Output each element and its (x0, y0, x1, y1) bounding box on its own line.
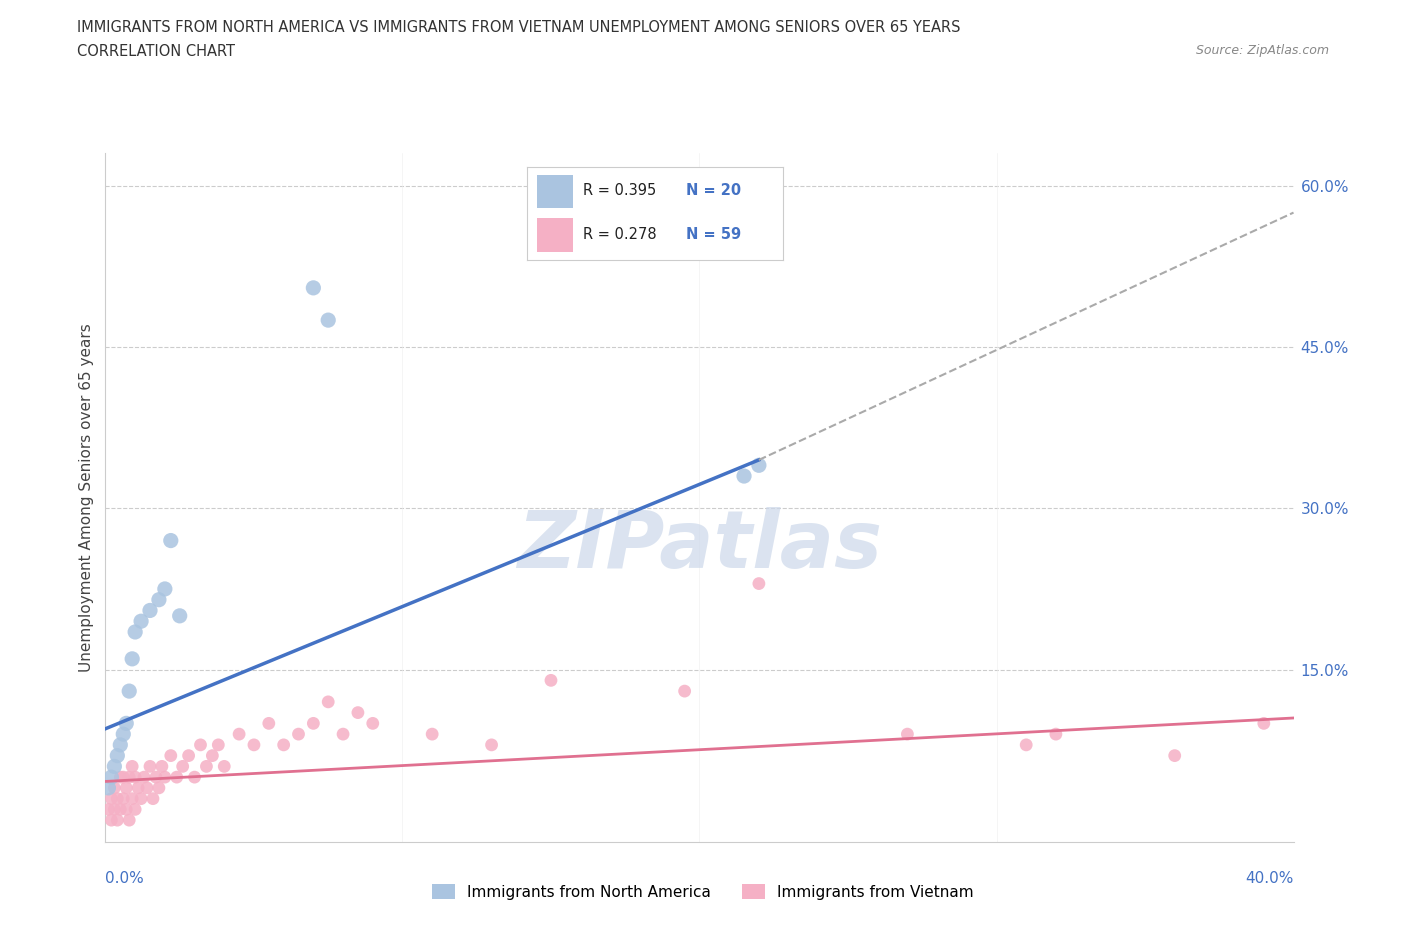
Point (733, 469, 755, 484)
Point (100, 813, 122, 828)
Point (121, 759, 143, 774)
Point (166, 770, 188, 785)
Point (124, 770, 146, 785)
Point (673, 684, 696, 698)
Point (1253, 716, 1275, 731)
Point (115, 716, 138, 731)
Text: ZIPatlas: ZIPatlas (517, 507, 882, 585)
Point (302, 716, 325, 731)
Point (115, 780, 138, 795)
Point (172, 759, 194, 774)
Point (302, 281, 325, 296)
Point (148, 592, 170, 607)
Point (1164, 748, 1187, 763)
Point (136, 780, 159, 795)
Point (201, 748, 224, 763)
Point (115, 802, 138, 817)
Point (110, 737, 132, 752)
Point (118, 684, 141, 698)
Point (105, 813, 128, 828)
Point (105, 791, 128, 806)
Point (103, 802, 125, 817)
Point (153, 770, 176, 785)
Text: N = 59: N = 59 (686, 227, 741, 242)
Point (112, 770, 135, 785)
Text: 0.0%: 0.0% (105, 871, 145, 886)
Point (110, 802, 132, 817)
Point (110, 770, 132, 785)
Point (145, 770, 167, 785)
Text: R = 0.278: R = 0.278 (583, 227, 657, 242)
Point (112, 791, 135, 806)
Point (129, 791, 152, 806)
Point (183, 770, 205, 785)
Point (273, 737, 295, 752)
Bar (537, 175, 574, 208)
Point (896, 726, 918, 741)
Point (142, 791, 165, 806)
Text: R = 0.395: R = 0.395 (583, 183, 657, 198)
Text: N = 20: N = 20 (686, 183, 741, 198)
Text: Source: ZipAtlas.com: Source: ZipAtlas.com (1195, 44, 1329, 57)
Text: CORRELATION CHART: CORRELATION CHART (77, 44, 235, 59)
Point (103, 780, 125, 795)
Point (118, 813, 141, 828)
Text: IMMIGRANTS FROM NORTH AMERICA VS IMMIGRANTS FROM VIETNAM UNEMPLOYMENT AMONG SENI: IMMIGRANTS FROM NORTH AMERICA VS IMMIGRA… (77, 20, 960, 35)
Point (112, 726, 135, 741)
Point (420, 726, 443, 741)
Point (129, 614, 152, 629)
Point (124, 625, 146, 640)
Point (121, 651, 143, 666)
Point (100, 770, 122, 785)
Point (332, 726, 354, 741)
Point (97, 780, 120, 795)
Point (159, 533, 181, 548)
Point (127, 780, 149, 795)
Point (124, 802, 146, 817)
Y-axis label: Unemployment Among Seniors over 65 years: Unemployment Among Seniors over 65 years (79, 324, 94, 672)
Point (153, 581, 176, 596)
Point (1045, 726, 1067, 741)
Point (748, 577, 770, 591)
Point (540, 673, 562, 688)
Bar (537, 219, 574, 252)
Point (287, 726, 309, 741)
Point (150, 759, 173, 774)
Point (139, 759, 162, 774)
Point (148, 780, 170, 795)
Point (347, 705, 370, 720)
Point (139, 603, 162, 618)
Point (316, 695, 339, 710)
Text: 40.0%: 40.0% (1246, 871, 1294, 886)
Point (190, 737, 212, 752)
Point (97, 802, 120, 817)
Point (214, 759, 236, 774)
Point (118, 770, 141, 785)
Point (207, 737, 229, 752)
Point (361, 716, 384, 731)
Point (100, 791, 122, 806)
Point (159, 748, 181, 763)
Point (105, 748, 128, 763)
Point (748, 458, 770, 472)
Point (1015, 737, 1038, 752)
Point (257, 716, 280, 731)
Point (481, 737, 503, 752)
Point (121, 791, 143, 806)
Point (228, 726, 250, 741)
Point (243, 737, 266, 752)
Point (316, 312, 339, 327)
Point (169, 608, 191, 623)
Point (195, 759, 218, 774)
Point (177, 748, 200, 763)
Legend: Immigrants from North America, Immigrants from Vietnam: Immigrants from North America, Immigrant… (426, 877, 980, 906)
Point (103, 759, 125, 774)
Point (132, 770, 155, 785)
